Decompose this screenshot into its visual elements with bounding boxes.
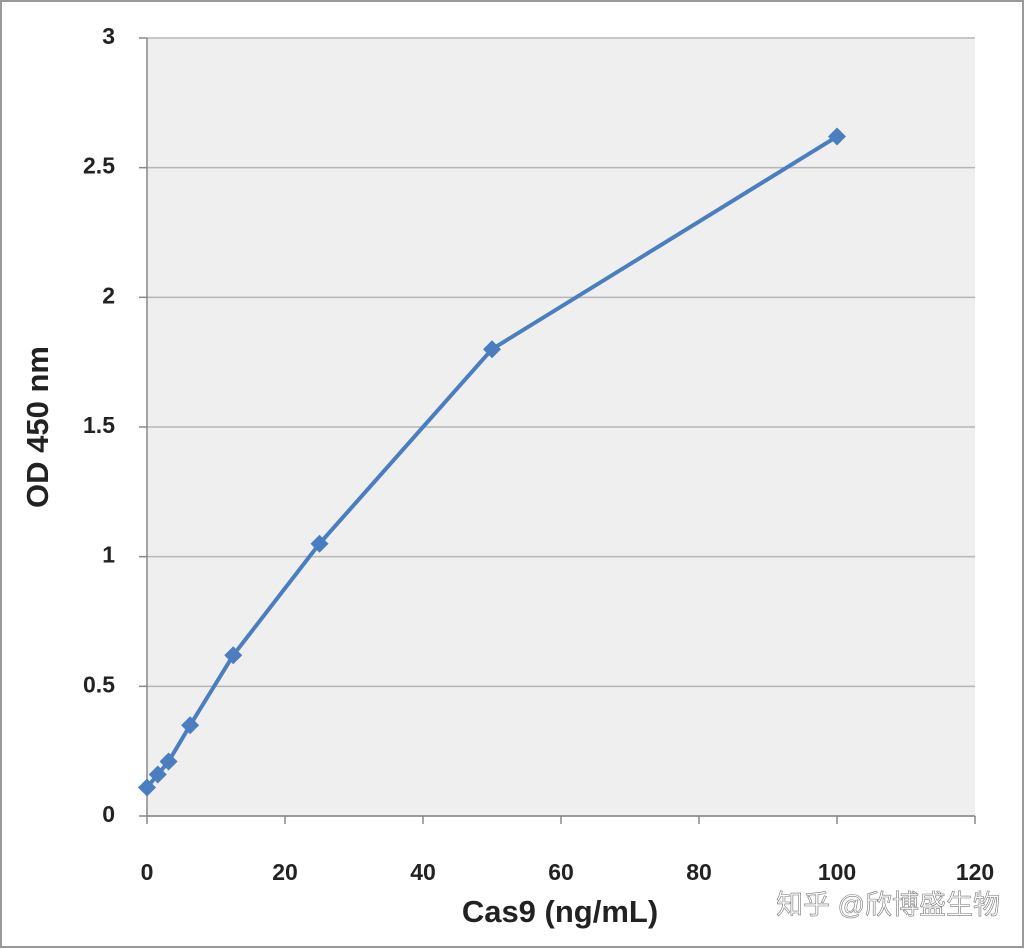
data-marker: [181, 716, 200, 735]
x-tick-label: 40: [410, 859, 436, 885]
y-tick-label: 2.5: [83, 153, 115, 179]
x-tick-label: 0: [141, 859, 154, 885]
data-marker: [138, 778, 156, 797]
data-marker: [483, 340, 501, 359]
data-marker: [828, 127, 846, 146]
x-tick-label: 120: [956, 859, 994, 885]
data-marker: [224, 646, 243, 665]
x-tick-label: 20: [272, 859, 298, 885]
y-tick-label: 1.5: [83, 412, 115, 438]
x-tick-label: 60: [548, 859, 574, 885]
y-tick-label: 0.5: [83, 671, 115, 697]
data-marker: [148, 765, 167, 784]
watermark: 知乎 @欣博盛生物: [776, 890, 1000, 920]
y-tick-label: 2: [102, 282, 115, 308]
y-tick-label: 1: [102, 542, 115, 568]
data-marker: [310, 534, 329, 553]
x-axis-title: Cas9 (ng/mL): [462, 894, 658, 929]
data-marker: [159, 752, 178, 771]
x-tick-label: 80: [686, 859, 712, 885]
y-axis-title: OD 450 nm: [20, 346, 55, 508]
y-tick-label: 3: [102, 23, 115, 49]
x-tick-label: 100: [818, 859, 856, 885]
y-tick-label: 0: [102, 801, 115, 827]
